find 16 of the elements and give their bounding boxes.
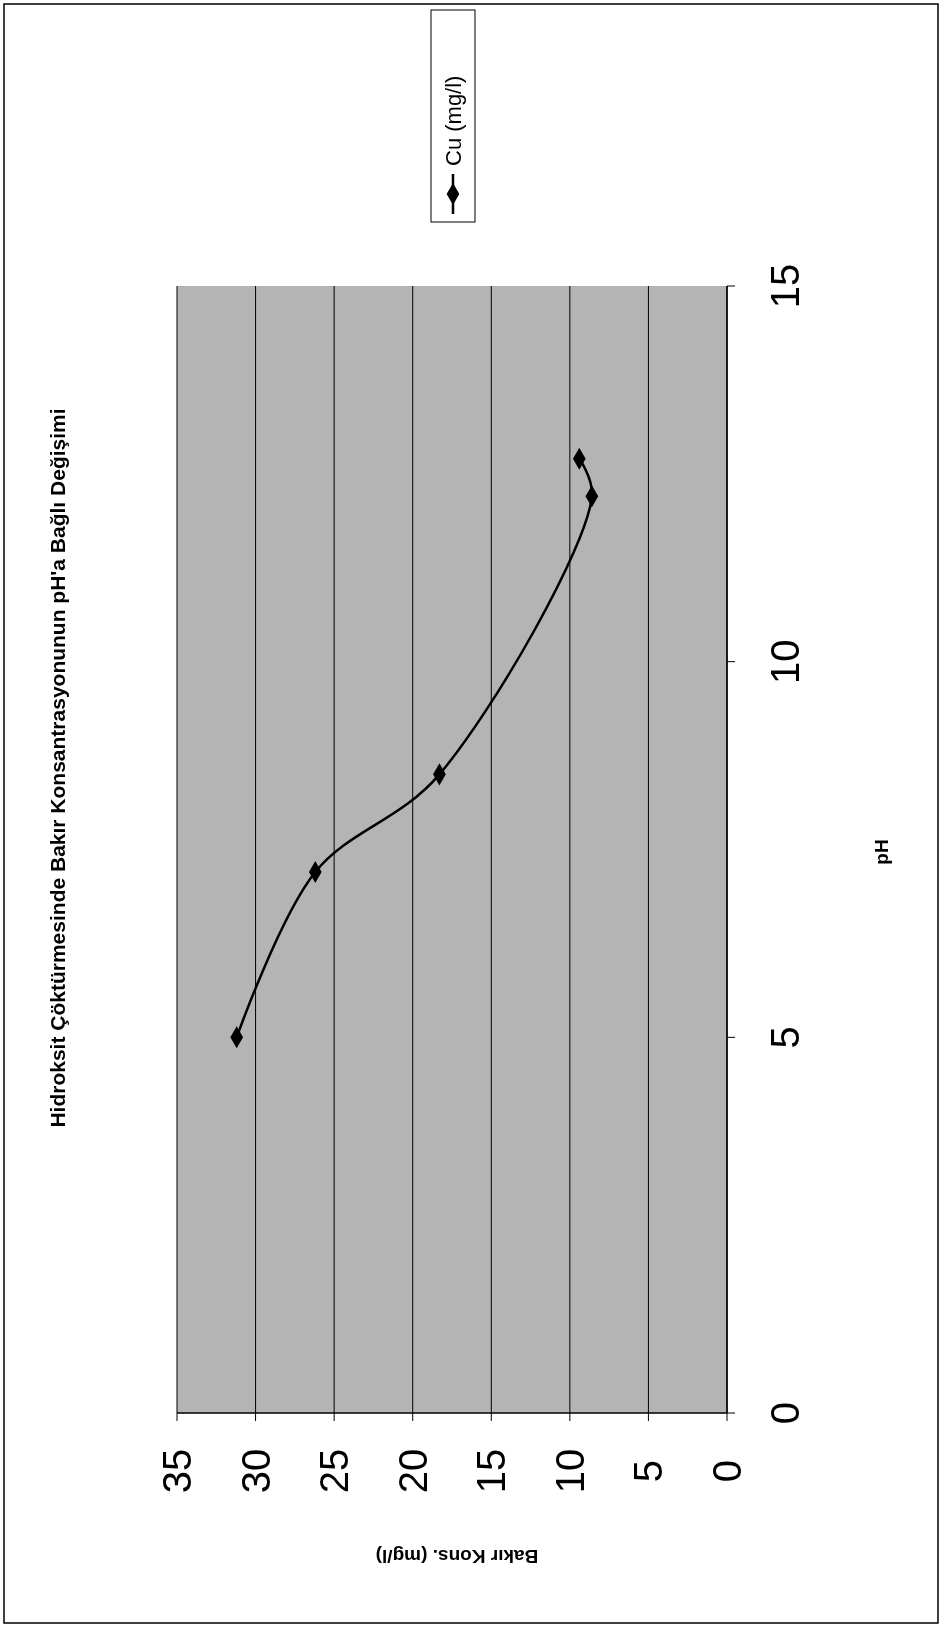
y-axis-title: pH — [870, 839, 892, 865]
x-tick-label: 30 — [233, 1448, 278, 1494]
x-tick-label: 5 — [626, 1459, 671, 1483]
y-tick-label: 0 — [763, 1401, 807, 1425]
x-tick-label: 10 — [547, 1448, 592, 1494]
y-tick-label: 10 — [763, 639, 807, 684]
text: Hidroksit Çöktürmesinde Bakır Konsantrasyonunun pH'a Bağlı Değişimi — [45, 408, 69, 1128]
x-tick-label: 35 — [155, 1448, 199, 1494]
y-tick-label: 15 — [763, 263, 807, 309]
x-tick-label: 25 — [312, 1448, 357, 1494]
x-tick-label: 20 — [390, 1448, 435, 1494]
text: Cu (mg/l) — [440, 75, 466, 166]
x-tick-label: 0 — [705, 1459, 749, 1483]
x-tick-label: 15 — [469, 1448, 514, 1494]
y-tick-label: 5 — [763, 1026, 807, 1049]
x-axis-title: Bakır Kons. (mg/l) — [375, 1545, 539, 1567]
